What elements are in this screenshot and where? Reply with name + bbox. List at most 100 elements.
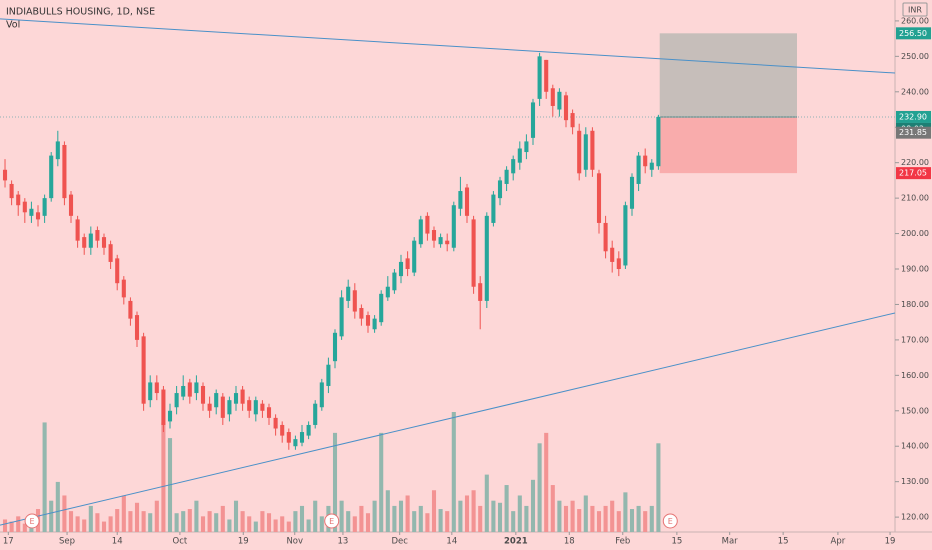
candle-body [445,240,450,245]
candle-body [392,272,397,291]
x-tick-label: 2021 [504,537,528,547]
candle-body [62,144,67,199]
trendline [0,18,896,74]
candle-body [9,183,14,199]
candle-body [464,187,470,216]
candle-body [352,290,357,312]
volume-bar [207,511,212,532]
candle-body [636,155,641,184]
candle-body [16,194,21,206]
stop-label-bg [896,167,931,180]
candle-body [471,219,476,287]
candle-body [590,130,595,170]
candle-body [273,417,278,429]
stop-label: 217.05 [899,169,927,178]
volume-bar [220,505,225,532]
candle-body [75,219,80,241]
volume-bar [365,513,371,532]
volume-bar [319,516,324,532]
volume-bar [418,505,423,532]
volume-bar [16,516,21,532]
volume-bar [379,432,384,532]
volume-bar [227,519,232,532]
volume-bar [75,516,80,532]
volume-bar [583,495,588,532]
earnings-marker [24,513,40,529]
x-tick-label: 19 [238,537,249,547]
volume-bar [306,519,311,532]
volume-bar [181,511,186,532]
volume-bar [570,500,575,532]
volume-bar [42,422,47,532]
candle-body [233,393,239,404]
candle-body [478,283,483,301]
volume-bar [511,511,516,532]
candle-body [121,279,126,298]
candle-body [293,439,298,447]
candle-body [511,159,516,174]
volume-bar [128,511,133,532]
volume-bar [557,500,562,532]
volume-bar [154,500,159,532]
candle-body [643,155,648,167]
volume-bar [629,509,635,532]
volume-bar [233,500,239,532]
volume-label: Vol [6,20,20,31]
stop-zone [659,116,797,174]
candle-body [431,230,437,241]
volume-bar [623,492,628,532]
volume-bar [95,513,100,532]
volume-bar [286,521,291,532]
volume-bar [425,513,430,532]
x-tick-label: 13 [338,537,349,547]
candle-body [379,293,384,323]
x-tick-label: 15 [778,537,789,547]
y-tick-label: 210.00 [901,194,929,203]
candle-body [418,219,423,245]
candle-body [405,258,410,270]
candle-body [22,201,27,213]
candle-body [319,382,324,408]
y-tick-label: 120.00 [901,513,929,522]
volume-bar [346,511,351,532]
volume-bar [313,500,318,532]
candle-body [365,315,371,326]
volume-bar [332,432,338,532]
candle-body [29,208,34,216]
volume-bar [590,505,595,532]
volume-bar [359,505,364,532]
x-tick-label: Sep [59,537,75,547]
volume-bar [68,511,74,532]
volume-bar [293,511,298,532]
volume-bar [596,511,602,532]
candle-body [148,382,153,401]
candle-body [194,382,199,394]
target-label: 256.50 [899,29,927,38]
candle-body [570,113,575,128]
prev-close-label: 231.85 [899,128,927,137]
y-tick-label: 200.00 [901,229,929,238]
candle-body [623,205,628,266]
entry-label-bg [896,110,931,123]
volume-bar [464,495,470,532]
volume-bar [497,502,503,532]
volume-bar [372,500,377,532]
candle-body [240,389,245,404]
volume-bar [266,513,272,532]
candle-body [524,141,529,153]
chart-title: INDIABULLS HOUSING, 1D, NSE [6,7,155,18]
candle-body [497,180,503,199]
earnings-label: E [668,517,673,526]
volume-bar [610,500,615,532]
volume-bar [339,500,344,532]
volume-bar [2,519,8,532]
volume-bar [299,505,305,532]
x-tick-label: 14 [446,537,457,547]
candle-body [299,432,305,443]
candle-body [174,393,179,408]
candle-body [385,286,390,298]
earnings-label: E [30,517,35,526]
volume-bar [484,474,489,532]
candle-body [95,230,100,241]
candle-body [458,191,463,209]
